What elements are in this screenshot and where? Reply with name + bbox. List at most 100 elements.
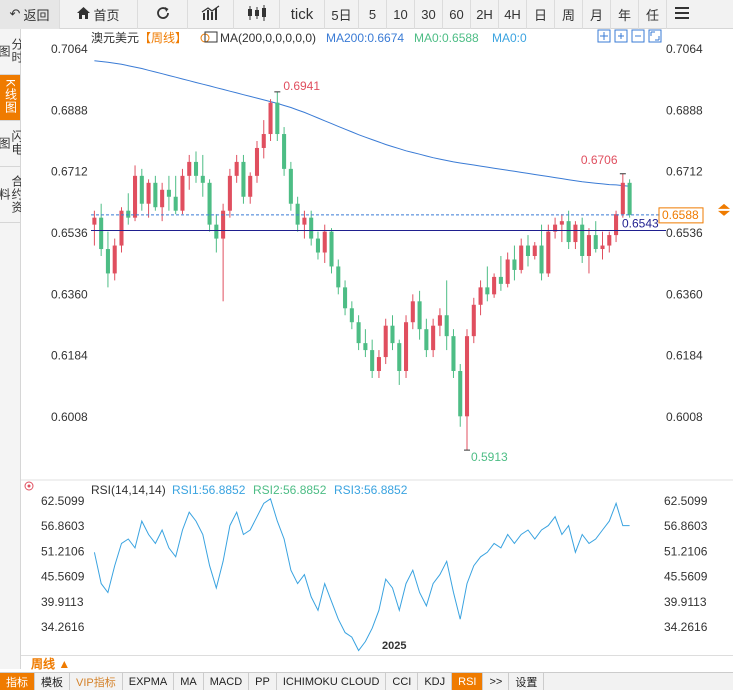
period-custom[interactable]: 任 [639, 0, 667, 29]
price-tick-left: 0.6888 [51, 103, 88, 117]
candle-body [525, 245, 531, 256]
period-2h[interactable]: 2H [471, 0, 499, 29]
candle-body [424, 329, 429, 351]
sidebar-item-contract[interactable]: 合约资料 [0, 167, 24, 223]
rsi-tick-left: 45.5609 [41, 570, 85, 584]
bar-chart-icon [201, 4, 221, 24]
period-indicator[interactable]: 周线 ▲ [31, 657, 71, 671]
tag-arrow-down-icon [718, 210, 730, 216]
period-30[interactable]: 30 [415, 0, 443, 29]
legend-ma-label: MA(200,0,0,0,0,0) [220, 31, 316, 45]
candle-body [485, 287, 490, 295]
candle-body [288, 168, 293, 204]
period-tick[interactable]: tick [280, 0, 325, 29]
tab-templates[interactable]: 模板 [35, 673, 70, 690]
period-5day[interactable]: 5日 [325, 0, 359, 29]
home-icon [77, 6, 91, 22]
tab-kdj[interactable]: KDJ [418, 673, 453, 690]
candle-body [553, 224, 558, 232]
candle-body [193, 161, 199, 176]
sidebar-item-kline[interactable]: K线图 [0, 75, 20, 121]
zoom-in-icon[interactable] [614, 29, 628, 43]
period-4h[interactable]: 4H [499, 0, 527, 29]
tab-indicators[interactable]: 指标 [0, 673, 35, 690]
period-label: 60 [449, 6, 464, 22]
candle-body [505, 259, 510, 284]
candle-body [437, 315, 442, 326]
period-10[interactable]: 10 [387, 0, 415, 29]
candle-body [566, 221, 571, 243]
sidebar-item-timeshare[interactable]: 分时图 [0, 29, 24, 75]
period-day[interactable]: 日 [527, 0, 555, 29]
menu-button[interactable] [667, 0, 697, 29]
rsi-settings-icon[interactable] [24, 481, 34, 491]
rsi-tick-left: 39.9113 [41, 595, 84, 609]
tab-macd[interactable]: MACD [204, 673, 250, 690]
period-label: 30 [421, 6, 436, 22]
candlestick-button[interactable] [234, 0, 280, 29]
chart-canvas[interactable]: 澳元美元 【周线】 MA(200,0,0,0,0,0) MA200:0.6674… [21, 29, 733, 655]
candle-body [417, 301, 422, 330]
period-week[interactable]: 周 [555, 0, 583, 29]
rsi-tick-right: 34.2616 [664, 620, 708, 634]
indicator-button[interactable] [188, 0, 234, 29]
tab-vip-indicators[interactable]: VIP指标 [70, 673, 123, 690]
candle-body [180, 175, 185, 211]
legend-ma0a: MA0:0.6588 [414, 31, 479, 45]
candle-body [593, 235, 598, 250]
rsi-legend-name: RSI(14,14,14) [91, 483, 166, 497]
zoom-out-icon[interactable] [631, 29, 645, 43]
candle-body [329, 231, 334, 267]
sidebar-item-flash[interactable]: 闪电图 [0, 121, 24, 167]
candle-body [275, 102, 280, 135]
tab-cci[interactable]: CCI [386, 673, 419, 690]
tab-ma[interactable]: MA [174, 673, 204, 690]
home-label: 首页 [93, 7, 120, 23]
back-button[interactable]: ↶ 返回 [0, 0, 60, 29]
candle-body [133, 175, 138, 218]
price-axis: 0.7064 0.7064 0.6888 0.6888 0.6712 0.6712 0.65… [51, 42, 703, 424]
refresh-button[interactable] [138, 0, 188, 29]
period-label: 10 [393, 6, 408, 22]
rsi-legend-rsi3: RSI3:56.8852 [334, 483, 408, 497]
zoom-controls[interactable] [597, 29, 662, 43]
period-row: 周线 ▲ [21, 655, 733, 672]
candle-body [146, 182, 151, 204]
tab-ichimoku[interactable]: ICHIMOKU CLOUD [277, 673, 387, 690]
period-month[interactable]: 月 [583, 0, 611, 29]
candle-body [207, 182, 212, 225]
period-60[interactable]: 60 [443, 0, 471, 29]
candle-body [254, 147, 260, 176]
candle-body [586, 235, 591, 256]
candle-body [105, 249, 110, 274]
candle-body [166, 189, 171, 197]
tab-rsi[interactable]: RSI [452, 673, 484, 690]
candle-body [356, 322, 361, 344]
tab-pp[interactable]: PP [249, 673, 277, 690]
candle-body [614, 214, 619, 236]
crosshair-icon[interactable] [597, 29, 611, 43]
candle-body [295, 203, 300, 225]
period-year[interactable]: 年 [611, 0, 639, 29]
tab-expma[interactable]: EXPMA [123, 673, 175, 690]
ma-settings-icon[interactable] [204, 31, 218, 43]
candle-body [627, 182, 632, 215]
fullscreen-icon[interactable] [648, 29, 662, 43]
back-label: 返回 [23, 7, 50, 23]
ma200-line [94, 60, 630, 187]
price-tick-right: 0.6712 [666, 165, 703, 179]
tab-settings[interactable]: 设置 [509, 673, 545, 690]
home-button[interactable]: 首页 [60, 0, 138, 29]
period-5[interactable]: 5 [359, 0, 387, 29]
rsi-polyline [93, 498, 630, 652]
candle-body [92, 217, 97, 225]
candle-body [397, 343, 402, 371]
price-tick-right: 0.6184 [666, 349, 703, 363]
candle-body [492, 276, 497, 295]
tab-more[interactable]: >> [483, 673, 510, 690]
rsi-axis: 62.5099 62.5099 56.8603 56.8603 51.2106 51.21… [41, 494, 708, 634]
candle-body [376, 357, 381, 371]
legend-ma200: MA200:0.6674 [326, 31, 404, 45]
candles [92, 91, 632, 451]
refresh-icon [155, 5, 171, 24]
